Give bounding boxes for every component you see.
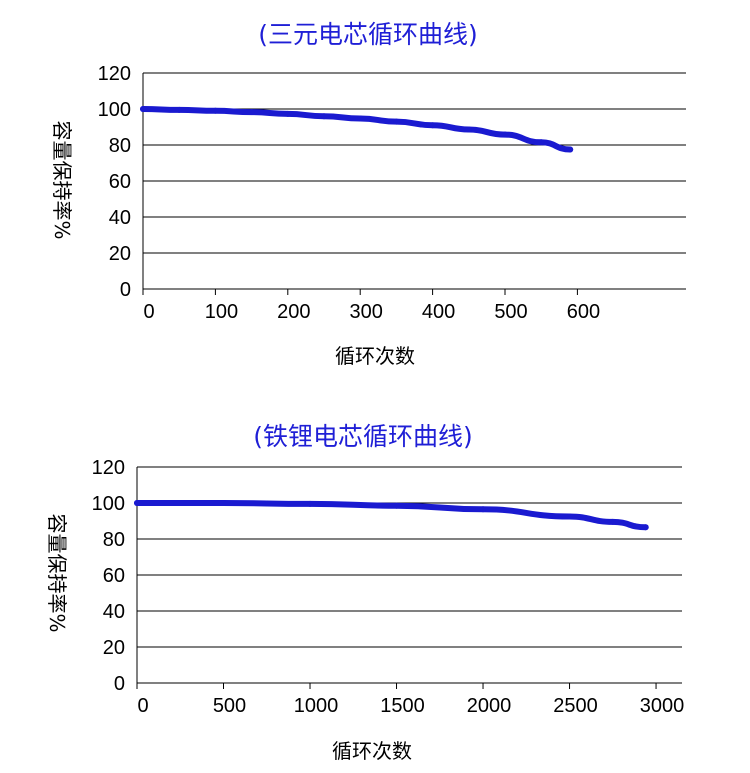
x-tick-labels: 0 500 1000 1500 2000 2500 3000 [137, 695, 684, 717]
y-tick-label: 100 [98, 99, 131, 121]
x-tick-label: 500 [494, 301, 527, 323]
y-axis-title: 容量保持率% [45, 513, 69, 632]
x-tick-label: 1000 [294, 695, 339, 717]
x-tick-label: 400 [422, 301, 455, 323]
series-point [176, 106, 183, 113]
series-point [284, 110, 291, 117]
chart-nmc-cycle: (三元电芯循环曲线) 0 20 40 60 80 100 120 0 100 200 300 400… [50, 20, 686, 368]
series-point [393, 118, 400, 125]
y-tick-label: 40 [109, 207, 131, 229]
series-layer [134, 499, 649, 531]
series-point [357, 115, 364, 122]
series-point [609, 518, 616, 525]
series-point [248, 109, 255, 116]
y-tick-label: 0 [114, 673, 125, 695]
series-line-0 [140, 106, 574, 153]
x-tick-labels: 0 100 200 300 400 500 600 [143, 301, 600, 323]
series-point [465, 126, 472, 133]
series-point [212, 107, 219, 114]
series-point [566, 513, 573, 520]
x-tick-label: 1500 [380, 695, 425, 717]
y-tick-label: 60 [103, 565, 125, 587]
series-point [393, 502, 400, 509]
gridlines [142, 72, 686, 295]
series-point [480, 506, 487, 513]
y-tick-label: 80 [103, 529, 125, 551]
y-tick-label: 20 [103, 637, 125, 659]
chart-lfp-cycle: (铁锂电芯循环曲线) 0 20 40 60 80 100 120 0 500 1000 1500 2… [45, 422, 684, 763]
chart-title: (三元电芯循环曲线) [258, 20, 478, 49]
y-tick-labels: 0 20 40 60 80 100 120 [92, 457, 125, 695]
x-tick-label: 300 [350, 301, 383, 323]
y-tick-label: 80 [109, 135, 131, 157]
x-tick-label: 2000 [467, 695, 512, 717]
y-tick-label: 120 [98, 63, 131, 85]
series-line-0 [134, 499, 649, 531]
series-point [220, 500, 227, 506]
x-tick-label: 200 [277, 301, 310, 323]
series-point [502, 131, 508, 138]
y-tick-label: 60 [109, 171, 131, 193]
series-layer [140, 106, 574, 153]
x-tick-label: 2500 [553, 695, 598, 717]
x-tick-label: 100 [205, 301, 238, 323]
x-tick-label: 500 [213, 695, 246, 717]
y-axis-title: 容量保持率% [50, 120, 74, 239]
series-point [140, 106, 146, 112]
x-tick-label: 3000 [640, 695, 685, 717]
y-tick-labels: 0 20 40 60 80 100 120 [98, 63, 131, 301]
series-point [307, 500, 314, 507]
x-tick-label: 600 [567, 301, 600, 323]
series-point [134, 500, 140, 506]
x-tick-label: 0 [137, 695, 148, 717]
y-tick-label: 120 [92, 457, 125, 479]
y-tick-label: 20 [109, 243, 131, 265]
series-point [429, 122, 436, 129]
series-point [642, 524, 649, 531]
series-point [538, 139, 545, 146]
chart-title: (铁锂电芯循环曲线) [253, 422, 473, 451]
y-tick-label: 100 [92, 493, 125, 515]
series-point [567, 146, 574, 153]
y-tick-label: 0 [120, 279, 131, 301]
x-tick-label: 0 [143, 301, 154, 323]
x-axis-title: 循环次数 [335, 344, 415, 368]
y-tick-label: 40 [103, 601, 125, 623]
series-point [321, 113, 327, 120]
x-axis-title: 循环次数 [332, 739, 412, 763]
